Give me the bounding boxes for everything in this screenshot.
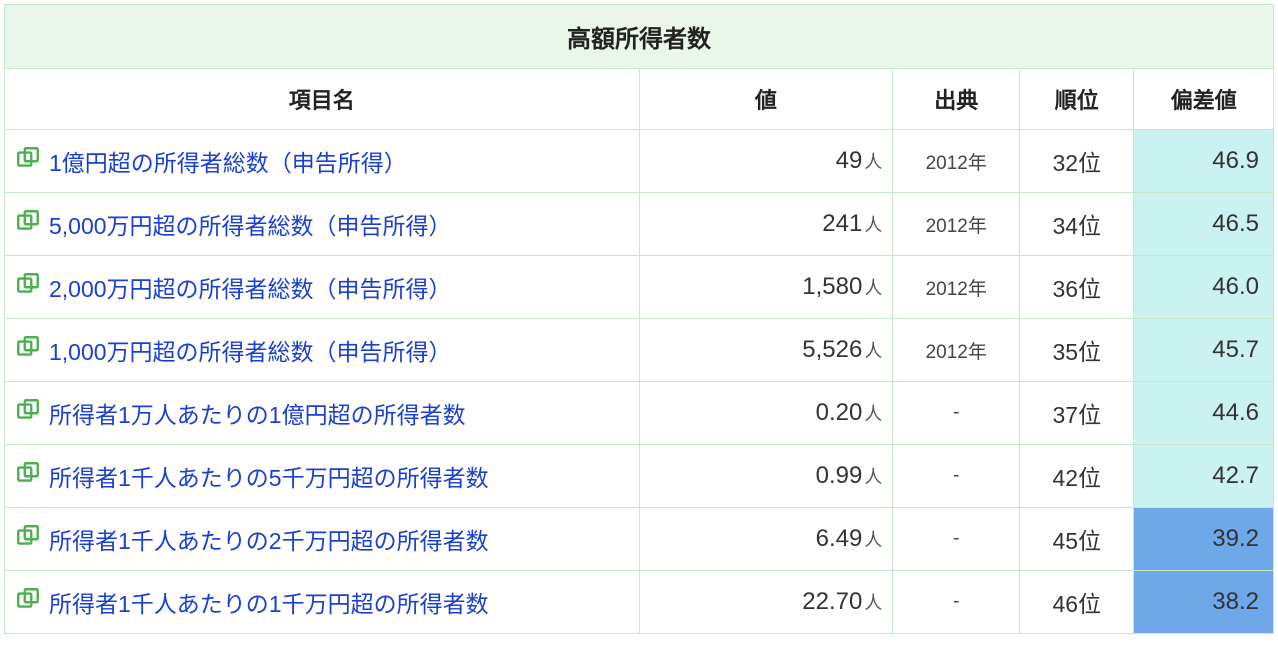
- table-row: 所得者1千人あたりの1千万円超の所得者数 22.70人-46位38.2: [5, 571, 1274, 634]
- row-label: 所得者1万人あたりの1億円超の所得者数: [49, 402, 466, 428]
- table-row: 1,000万円超の所得者総数（申告所得）5,526人2012年35位45.7: [5, 319, 1274, 382]
- col-header-source: 出典: [893, 69, 1020, 130]
- row-value: 241: [822, 210, 862, 237]
- copy-icon: [15, 334, 41, 366]
- table-row: 所得者1千人あたりの2千万円超の所得者数 6.49人-45位39.2: [5, 508, 1274, 571]
- row-value-unit: 人: [864, 278, 882, 298]
- copy-icon: [15, 271, 41, 303]
- row-rank: 32位: [1020, 130, 1134, 193]
- row-rank: 36位: [1020, 256, 1134, 319]
- row-source: 2012年: [893, 130, 1020, 193]
- row-rank: 42位: [1020, 445, 1134, 508]
- row-value: 5,526: [802, 336, 862, 363]
- row-rank: 35位: [1020, 319, 1134, 382]
- copy-icon: [15, 460, 41, 492]
- row-value-unit: 人: [864, 341, 882, 361]
- row-source: 2012年: [893, 256, 1020, 319]
- copy-icon: [15, 523, 41, 555]
- table-title: 高額所得者数: [5, 5, 1274, 69]
- row-value-cell: 6.49人: [639, 508, 893, 571]
- row-link[interactable]: 所得者1千人あたりの1千万円超の所得者数: [15, 587, 489, 613]
- row-source: 2012年: [893, 319, 1020, 382]
- col-header-name: 項目名: [5, 69, 640, 130]
- row-label: 2,000万円超の所得者総数（申告所得）: [49, 276, 452, 302]
- row-name-cell: 2,000万円超の所得者総数（申告所得）: [5, 256, 640, 319]
- row-deviation: 39.2: [1134, 508, 1274, 571]
- row-link[interactable]: 1億円超の所得者総数（申告所得）: [15, 146, 407, 172]
- copy-icon: [15, 397, 41, 429]
- row-link[interactable]: 所得者1千人あたりの5千万円超の所得者数: [15, 461, 489, 487]
- row-deviation: 44.6: [1134, 382, 1274, 445]
- row-link[interactable]: 所得者1万人あたりの1億円超の所得者数: [15, 398, 466, 424]
- row-name-cell: 所得者1万人あたりの1億円超の所得者数: [5, 382, 640, 445]
- row-source: -: [893, 571, 1020, 634]
- row-value-cell: 49人: [639, 130, 893, 193]
- row-name-cell: 1億円超の所得者総数（申告所得）: [5, 130, 640, 193]
- col-header-rank: 順位: [1020, 69, 1134, 130]
- row-name-cell: 5,000万円超の所得者総数（申告所得）: [5, 193, 640, 256]
- row-value-unit: 人: [864, 530, 882, 550]
- copy-icon: [15, 586, 41, 618]
- row-label: 所得者1千人あたりの2千万円超の所得者数: [49, 528, 489, 554]
- row-link[interactable]: 所得者1千人あたりの2千万円超の所得者数: [15, 524, 489, 550]
- row-value-unit: 人: [864, 152, 882, 172]
- row-source: 2012年: [893, 193, 1020, 256]
- row-label: 所得者1千人あたりの5千万円超の所得者数: [49, 465, 489, 491]
- row-link[interactable]: 1,000万円超の所得者総数（申告所得）: [15, 335, 452, 361]
- table-row: 所得者1千人あたりの5千万円超の所得者数 0.99人-42位42.7: [5, 445, 1274, 508]
- row-name-cell: 所得者1千人あたりの1千万円超の所得者数: [5, 571, 640, 634]
- row-label: 所得者1千人あたりの1千万円超の所得者数: [49, 591, 489, 617]
- table-row: 2,000万円超の所得者総数（申告所得）1,580人2012年36位46.0: [5, 256, 1274, 319]
- row-value-unit: 人: [864, 593, 882, 613]
- row-value: 49: [836, 147, 863, 174]
- row-name-cell: 1,000万円超の所得者総数（申告所得）: [5, 319, 640, 382]
- income-table: 高額所得者数 項目名 値 出典 順位 偏差値 1億円超の所得者総数（申告所得） 4…: [4, 4, 1274, 634]
- row-deviation: 46.5: [1134, 193, 1274, 256]
- row-source: -: [893, 382, 1020, 445]
- row-deviation: 45.7: [1134, 319, 1274, 382]
- row-rank: 37位: [1020, 382, 1134, 445]
- row-name-cell: 所得者1千人あたりの2千万円超の所得者数: [5, 508, 640, 571]
- row-value-unit: 人: [864, 467, 882, 487]
- copy-icon: [15, 208, 41, 240]
- table-row: 1億円超の所得者総数（申告所得）49人2012年32位46.9: [5, 130, 1274, 193]
- row-source: -: [893, 508, 1020, 571]
- row-rank: 34位: [1020, 193, 1134, 256]
- row-value-cell: 0.20人: [639, 382, 893, 445]
- row-value: 6.49: [816, 525, 863, 552]
- copy-icon: [15, 145, 41, 177]
- col-header-deviation: 偏差値: [1134, 69, 1274, 130]
- row-source: -: [893, 445, 1020, 508]
- row-value-cell: 1,580人: [639, 256, 893, 319]
- row-rank: 45位: [1020, 508, 1134, 571]
- row-link[interactable]: 5,000万円超の所得者総数（申告所得）: [15, 209, 452, 235]
- row-value-unit: 人: [864, 404, 882, 424]
- row-value-cell: 5,526人: [639, 319, 893, 382]
- row-value-cell: 0.99人: [639, 445, 893, 508]
- row-deviation: 42.7: [1134, 445, 1274, 508]
- row-label: 1,000万円超の所得者総数（申告所得）: [49, 339, 452, 365]
- row-value: 22.70: [802, 588, 862, 615]
- row-name-cell: 所得者1千人あたりの5千万円超の所得者数: [5, 445, 640, 508]
- col-header-value: 値: [639, 69, 893, 130]
- row-value: 0.99: [816, 462, 863, 489]
- row-label: 1億円超の所得者総数（申告所得）: [49, 150, 407, 176]
- row-deviation: 46.0: [1134, 256, 1274, 319]
- row-value: 0.20: [816, 399, 863, 426]
- table-row: 5,000万円超の所得者総数（申告所得）241人2012年34位46.5: [5, 193, 1274, 256]
- row-label: 5,000万円超の所得者総数（申告所得）: [49, 213, 452, 239]
- row-link[interactable]: 2,000万円超の所得者総数（申告所得）: [15, 272, 452, 298]
- row-deviation: 38.2: [1134, 571, 1274, 634]
- row-deviation: 46.9: [1134, 130, 1274, 193]
- row-value-cell: 22.70人: [639, 571, 893, 634]
- table-row: 所得者1万人あたりの1億円超の所得者数 0.20人-37位44.6: [5, 382, 1274, 445]
- row-value: 1,580: [802, 273, 862, 300]
- row-value-cell: 241人: [639, 193, 893, 256]
- row-value-unit: 人: [864, 215, 882, 235]
- row-rank: 46位: [1020, 571, 1134, 634]
